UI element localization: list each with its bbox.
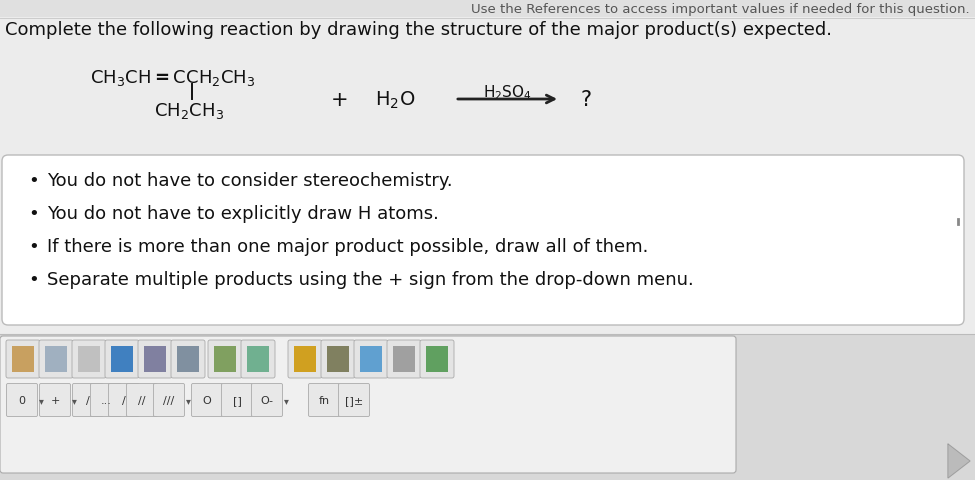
Text: Use the References to access important values if needed for this question.: Use the References to access important v… — [471, 3, 970, 16]
FancyBboxPatch shape — [252, 384, 283, 417]
Bar — [294, 346, 316, 372]
Text: ▾: ▾ — [284, 395, 289, 405]
FancyBboxPatch shape — [138, 340, 172, 378]
Text: fn: fn — [319, 395, 330, 405]
FancyBboxPatch shape — [308, 384, 339, 417]
FancyBboxPatch shape — [39, 340, 73, 378]
Text: //: // — [138, 395, 145, 405]
Bar — [247, 346, 269, 372]
Bar — [12, 346, 34, 372]
Text: •: • — [28, 204, 39, 223]
FancyBboxPatch shape — [127, 384, 158, 417]
Bar — [111, 346, 133, 372]
FancyBboxPatch shape — [6, 340, 40, 378]
FancyBboxPatch shape — [0, 336, 736, 473]
Text: ///: /// — [164, 395, 175, 405]
Text: CH$_3$CH$\mathbf{=}$CCH$_2$CH$_3$: CH$_3$CH$\mathbf{=}$CCH$_2$CH$_3$ — [90, 68, 255, 88]
Text: []: [] — [233, 395, 242, 405]
Text: +: + — [51, 395, 59, 405]
FancyBboxPatch shape — [7, 384, 37, 417]
Text: If there is more than one major product possible, draw all of them.: If there is more than one major product … — [47, 238, 648, 255]
FancyBboxPatch shape — [354, 340, 388, 378]
FancyBboxPatch shape — [105, 340, 139, 378]
Text: ...: ... — [100, 395, 111, 405]
Text: H$_2$SO$_4$: H$_2$SO$_4$ — [483, 83, 532, 101]
FancyBboxPatch shape — [72, 384, 103, 417]
Bar — [177, 346, 199, 372]
FancyBboxPatch shape — [208, 340, 242, 378]
Text: •: • — [28, 172, 39, 190]
Bar — [144, 346, 166, 372]
Bar — [360, 346, 382, 372]
Text: ▾: ▾ — [72, 395, 77, 405]
Text: H$_2$O: H$_2$O — [375, 90, 415, 111]
FancyBboxPatch shape — [108, 384, 139, 417]
Bar — [78, 346, 100, 372]
Text: •: • — [28, 270, 39, 288]
FancyBboxPatch shape — [321, 340, 355, 378]
Text: O-: O- — [260, 395, 274, 405]
Text: ?: ? — [580, 90, 591, 110]
Text: Complete the following reaction by drawing the structure of the major product(s): Complete the following reaction by drawi… — [5, 21, 832, 39]
FancyBboxPatch shape — [387, 340, 421, 378]
FancyBboxPatch shape — [153, 384, 184, 417]
FancyBboxPatch shape — [241, 340, 275, 378]
FancyBboxPatch shape — [338, 384, 370, 417]
Text: ▾: ▾ — [39, 395, 44, 405]
Bar — [0, 334, 975, 480]
Text: /: / — [86, 395, 90, 405]
Bar — [0, 0, 975, 18]
Text: O: O — [203, 395, 212, 405]
FancyBboxPatch shape — [91, 384, 122, 417]
Text: 0: 0 — [19, 395, 25, 405]
Text: ▾: ▾ — [186, 395, 191, 405]
Text: []±: []± — [345, 395, 363, 405]
FancyBboxPatch shape — [191, 384, 222, 417]
Bar — [426, 346, 448, 372]
Bar — [327, 346, 349, 372]
Polygon shape — [948, 444, 970, 478]
Bar — [393, 346, 415, 372]
Text: •: • — [28, 238, 39, 255]
Text: You do not have to consider stereochemistry.: You do not have to consider stereochemis… — [47, 172, 452, 190]
FancyBboxPatch shape — [171, 340, 205, 378]
FancyBboxPatch shape — [221, 384, 253, 417]
Bar — [214, 346, 236, 372]
Text: /: / — [122, 395, 126, 405]
Text: Separate multiple products using the + sign from the drop-down menu.: Separate multiple products using the + s… — [47, 270, 694, 288]
FancyBboxPatch shape — [72, 340, 106, 378]
Text: CH$_2$CH$_3$: CH$_2$CH$_3$ — [154, 101, 224, 121]
FancyBboxPatch shape — [288, 340, 322, 378]
Text: +: + — [332, 90, 349, 110]
Text: You do not have to explicitly draw H atoms.: You do not have to explicitly draw H ato… — [47, 204, 439, 223]
Bar — [45, 346, 67, 372]
FancyBboxPatch shape — [420, 340, 454, 378]
FancyBboxPatch shape — [40, 384, 70, 417]
FancyBboxPatch shape — [2, 156, 964, 325]
